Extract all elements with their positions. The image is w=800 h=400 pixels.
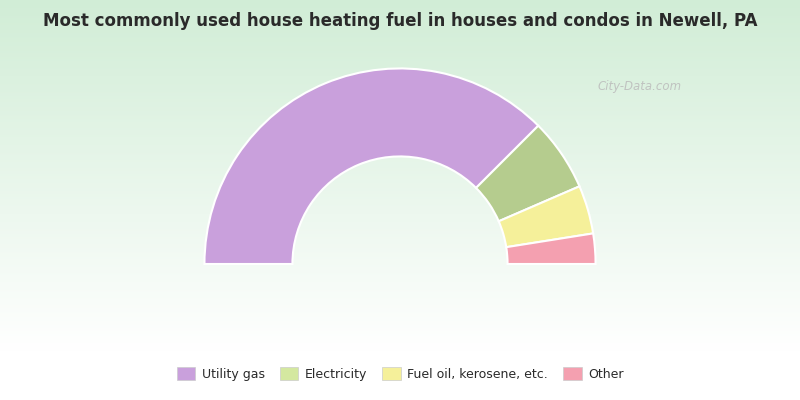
Text: Most commonly used house heating fuel in houses and condos in Newell, PA: Most commonly used house heating fuel in…: [42, 12, 758, 30]
Wedge shape: [476, 126, 579, 221]
Text: City-Data.com: City-Data.com: [598, 80, 682, 93]
Wedge shape: [498, 186, 593, 247]
Wedge shape: [506, 234, 595, 264]
Wedge shape: [205, 68, 538, 264]
Legend: Utility gas, Electricity, Fuel oil, kerosene, etc., Other: Utility gas, Electricity, Fuel oil, kero…: [177, 367, 623, 381]
